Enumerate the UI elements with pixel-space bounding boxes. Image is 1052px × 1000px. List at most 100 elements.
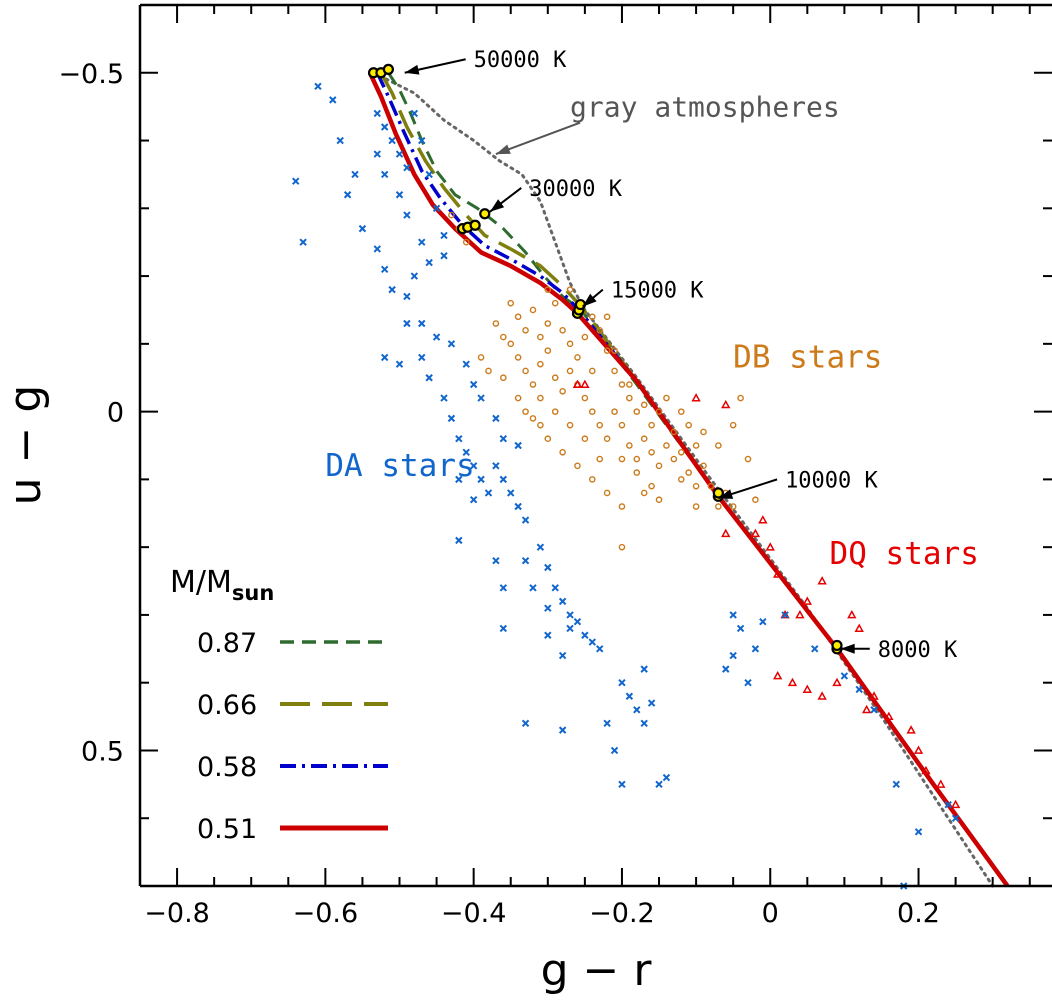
da-point-101 [916,829,922,835]
db-point-67 [634,470,639,475]
db-point-36 [619,423,624,428]
db-point-73 [716,443,721,448]
db-point-52 [493,321,498,326]
db-point-86 [590,477,595,482]
da-point-97 [841,673,847,679]
dq-point-10 [797,612,804,618]
dq-point-25 [819,693,826,699]
db-point-76 [619,545,624,550]
da-point-55 [545,564,551,570]
x-tick-label: 0.2 [897,898,940,929]
db-point-64 [679,450,684,455]
db-point-27 [553,375,558,380]
da-point-24 [374,246,380,252]
db-point-49 [716,504,721,509]
da-point-39 [426,375,432,381]
dq-point-1 [581,381,588,387]
db-point-29 [567,368,572,373]
da-point-69 [619,680,625,686]
temperature-marker-2 [384,65,393,74]
da-point-3 [345,192,351,198]
da-point-23 [359,226,365,232]
da-point-63 [597,646,603,652]
da-point-27 [419,321,425,327]
da-point-88 [730,612,736,618]
da-point-34 [500,436,506,442]
group-label-da: DA stars [325,448,474,484]
da-point-5 [374,110,380,116]
db-point-84 [560,450,565,455]
db-point-87 [605,490,610,495]
da-point-41 [448,415,454,421]
dq-point-12 [819,578,826,584]
da-point-64 [530,585,536,591]
db-point-18 [619,382,624,387]
db-point-65 [686,470,691,475]
db-point-41 [656,463,661,468]
da-point-35 [515,443,521,449]
da-point-96 [500,585,506,591]
da-point-50 [515,503,521,509]
db-point-98 [693,504,698,509]
db-point-28 [560,389,565,394]
dq-point-26 [834,679,841,685]
dq-point-13 [848,612,855,618]
da-point-10 [411,110,417,116]
db-point-92 [478,355,483,360]
da-point-21 [411,273,417,279]
da-point-94 [456,537,462,543]
da-point-15 [374,151,380,157]
db-point-40 [649,450,654,455]
db-point-46 [693,443,698,448]
da-point-95 [493,558,499,564]
dq-point-7 [767,544,774,550]
da-point-78 [663,775,669,781]
da-point-36 [382,354,388,360]
da-point-66 [523,558,529,564]
da-point-71 [634,707,640,713]
db-point-74 [738,395,743,400]
dq-point-0 [574,381,581,387]
db-point-7 [538,334,543,339]
db-point-22 [516,355,521,360]
da-point-92 [389,287,395,293]
db-point-80 [567,423,572,428]
db-point-32 [590,409,595,414]
db-point-58 [627,382,632,387]
db-point-62 [664,395,669,400]
temperature-arrow-4-head [841,644,855,654]
db-point-33 [597,423,602,428]
da-point-74 [641,666,647,672]
db-point-12 [575,355,580,360]
da-point-77 [656,781,662,787]
da-point-42 [456,436,462,442]
db-point-26 [545,348,550,353]
db-point-96 [731,423,736,428]
db-point-60 [649,423,654,428]
db-point-82 [597,456,602,461]
da-point-28 [434,334,440,340]
db-point-56 [590,368,595,373]
da-point-53 [471,497,477,503]
da-point-73 [649,700,655,706]
db-point-78 [538,395,543,400]
group-label-db: DB stars [733,339,882,375]
db-point-38 [634,456,639,461]
da-point-31 [471,382,477,388]
dq-point-4 [722,530,729,536]
dq-point-18 [915,747,922,753]
da-point-51 [523,517,529,523]
x-tick-label: −0.2 [589,898,655,929]
x-axis-title: g − r [541,945,653,996]
da-point-70 [626,693,632,699]
db-point-35 [612,409,617,414]
y-axis-title: u − g [0,385,51,506]
db-point-63 [671,456,676,461]
temperature-label-2: 15000 K [611,279,704,304]
db-point-5 [523,328,528,333]
dq-point-21 [952,801,959,807]
da-point-38 [419,354,425,360]
db-point-24 [530,382,535,387]
dq-point-24 [804,686,811,692]
db-point-55 [567,287,572,292]
